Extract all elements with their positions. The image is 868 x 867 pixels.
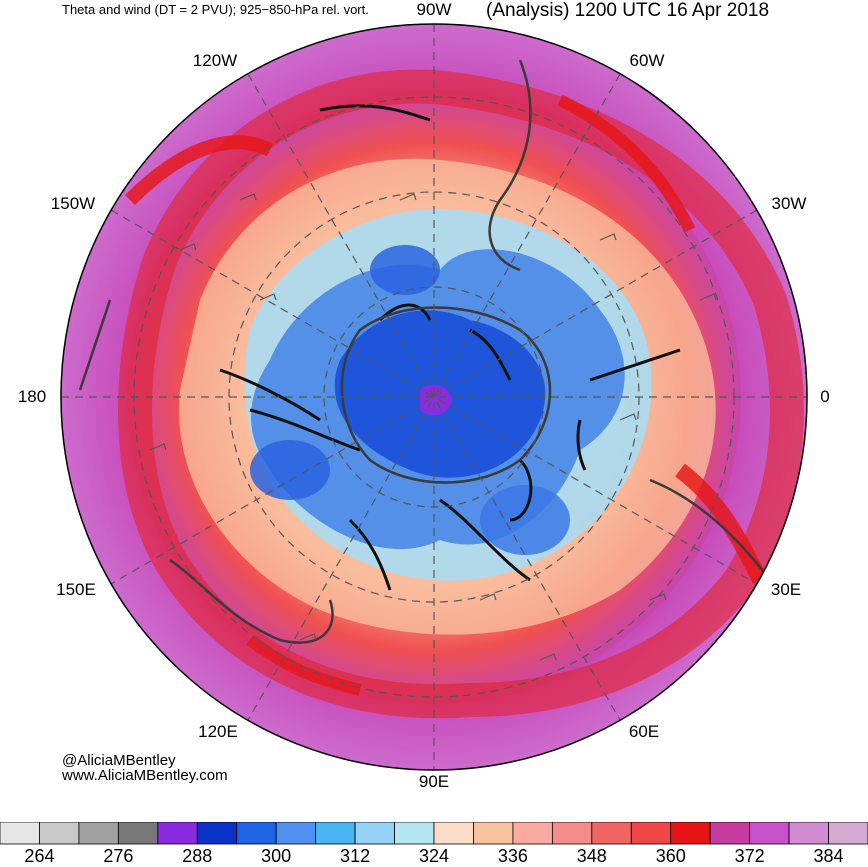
colorbar — [0, 822, 868, 845]
lon-label-60e: 60E — [628, 722, 660, 741]
antarctica-coast — [340, 306, 552, 484]
colorbar-tick-label: 384 — [813, 846, 844, 866]
map-title-left: Theta and wind (DT = 2 PVU); 925−850-hPa… — [62, 2, 369, 17]
lon-label-30w: 30W — [771, 194, 807, 213]
latitude-circle-outer — [133, 96, 735, 698]
new-zealand-coast — [78, 299, 112, 391]
colorbar-tick-label: 348 — [576, 846, 607, 866]
lon-label-120w: 120W — [192, 51, 238, 70]
colorbar-tick-label: 264 — [24, 846, 55, 866]
colorbar-swatch — [749, 822, 790, 845]
credit-website: www.AliciaMBentley.com — [62, 767, 228, 784]
colorbar-swatch — [433, 822, 474, 845]
colorbar-swatch — [394, 822, 435, 845]
colorbar-swatch — [0, 822, 40, 845]
colorbar-swatch — [828, 822, 868, 845]
meridian-60w-120e — [247, 73, 621, 721]
colorbar-swatch — [354, 822, 395, 845]
colorbar-swatch — [551, 822, 593, 845]
blue-lobe-north — [370, 245, 440, 295]
lon-label-90w: 90W — [416, 0, 452, 19]
colorbar-tick-label: 276 — [103, 846, 134, 866]
lon-label-30e: 30E — [770, 580, 802, 599]
colorbar-tick-label: 372 — [734, 846, 765, 866]
lon-label-60w: 60W — [629, 51, 665, 70]
lon-label-150e: 150E — [56, 580, 96, 599]
colorbar-tick-label: 300 — [261, 846, 292, 866]
lon-label-0: 0 — [820, 387, 830, 406]
colorbar-swatch — [117, 822, 159, 845]
wind-barbs — [149, 193, 717, 661]
africa-coast — [649, 478, 771, 581]
colorbar-swatch — [196, 822, 238, 845]
meridian-30w-150e — [110, 209, 758, 585]
colorbar-swatch — [39, 822, 80, 845]
red-jet-streak-sw — [246, 635, 362, 696]
colorbar-swatch — [630, 822, 672, 845]
coastlines — [78, 59, 771, 644]
map-title-right: (Analysis) 1200 UTC 16 Apr 2018 — [486, 0, 770, 21]
red-jet-streak-ne — [557, 94, 696, 233]
credit-handle: @AliciaMBentley — [62, 752, 176, 769]
latitude-circle-inner — [323, 286, 545, 508]
colorbar-swatch — [670, 822, 711, 845]
colorbar-tick-label: 312 — [340, 846, 371, 866]
vorticity-contours — [219, 104, 681, 591]
colorbar-swatch — [236, 822, 277, 845]
colorbar-tick-label: 336 — [497, 846, 528, 866]
lon-label-150w: 150W — [50, 194, 96, 213]
colorbar-swatch — [315, 822, 356, 845]
colorbar-swatch — [157, 822, 198, 845]
red-jet-streak-e — [675, 463, 768, 584]
colorbar-tick-label: 324 — [418, 846, 450, 866]
graticule — [61, 24, 807, 770]
australia-coast — [169, 558, 334, 644]
meridian-150w-30e — [110, 209, 758, 585]
meridian-120w-60e — [247, 73, 621, 721]
colorbar-swatch — [591, 822, 632, 845]
colorbar-swatch — [78, 822, 119, 845]
map-border — [60, 23, 808, 771]
red-jet-streak-nw — [125, 135, 274, 205]
theta-field — [61, 24, 807, 770]
blue-lobe-west — [250, 440, 330, 500]
lon-label-180: 180 — [17, 387, 47, 406]
colorbar-swatch — [788, 822, 829, 845]
latitude-circle-middle — [228, 191, 640, 603]
lon-label-90e: 90E — [418, 772, 450, 791]
blue-lobe-south — [480, 485, 570, 555]
colorbar-swatch — [275, 822, 317, 845]
colorbar-tick-label: 360 — [655, 846, 686, 866]
colorbar-tick-label: 288 — [182, 846, 213, 866]
colorbar-swatch — [512, 822, 553, 845]
colorbar-swatch — [473, 822, 514, 845]
lon-label-120e: 120E — [198, 722, 238, 741]
colorbar-swatch — [709, 822, 751, 845]
south-america-coast — [488, 59, 532, 272]
